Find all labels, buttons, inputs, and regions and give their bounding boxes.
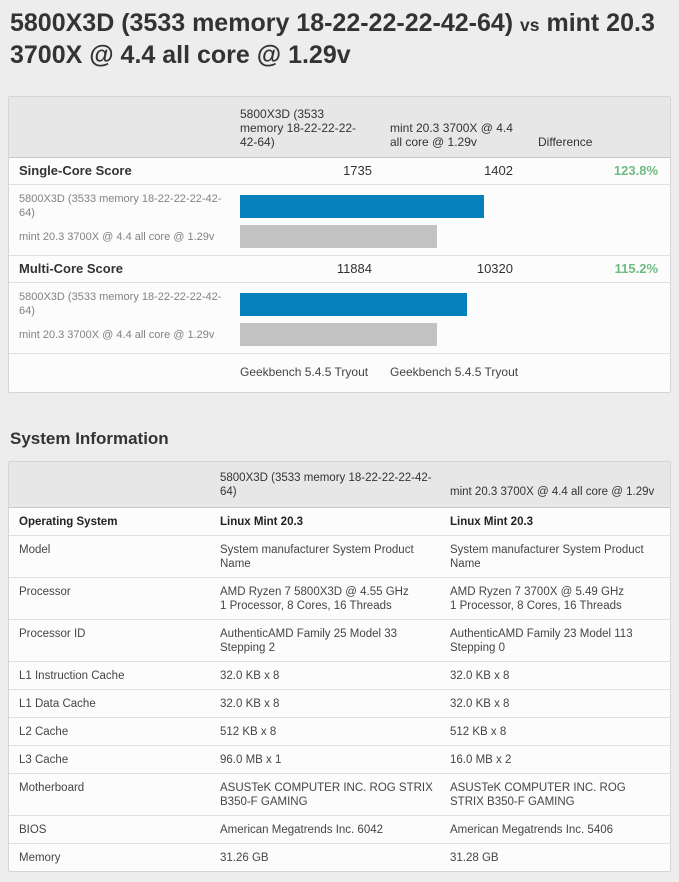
device2-column-header[interactable]: mint 20.3 3700X @ 4.4 all core @ 1.29v	[372, 97, 521, 158]
system-info-value-device2: 16.0 MB x 2	[450, 745, 670, 774]
system-info-value-device2: American Megatrends Inc. 5406	[450, 815, 670, 844]
system-info-label: BIOS	[9, 815, 220, 844]
system-info-label: Processor ID	[9, 619, 220, 662]
page-title-vs: vs	[520, 15, 540, 35]
system-info-label: L1 Data Cache	[9, 689, 220, 718]
system-info-row: Operating System Linux Mint 20.3 Linux Min…	[9, 508, 670, 536]
single-core-bar-row-device2: mint 20.3 3700X @ 4.4 all core @ 1.29v	[9, 225, 670, 248]
single-core-score-device2: 1402	[372, 157, 521, 185]
system-info-value-device2: AuthenticAMD Family 23 Model 113 Steppin…	[450, 619, 670, 662]
multi-core-score-device1: 11884	[240, 255, 372, 283]
multi-core-score-bar-device1	[240, 292, 467, 316]
system-info-value-device1: 32.0 KB x 8	[220, 661, 450, 690]
system-info-row: BIOS American Megatrends Inc. 6042 America…	[9, 815, 670, 844]
system-info-row: Motherboard ASUSTeK COMPUTER INC. ROG STR…	[9, 773, 670, 816]
system-info-value-device1: 96.0 MB x 1	[220, 745, 450, 774]
system-info-label: L2 Cache	[9, 717, 220, 746]
single-core-bar-chart-row: 5800X3D (3533 memory 18-22-22-22-42-64) …	[9, 184, 670, 256]
single-core-difference: 123.8%	[521, 157, 670, 185]
single-core-bar-row-device1: 5800X3D (3533 memory 18-22-22-22-42-64)	[9, 192, 670, 220]
bar-label-device1: 5800X3D (3533 memory 18-22-22-22-42-64)	[19, 193, 222, 219]
system-info-value-device2: 32.0 KB x 8	[450, 689, 670, 718]
system-info-row: L3 Cache 96.0 MB x 1 16.0 MB x 2	[9, 745, 670, 774]
device2-link[interactable]: mint 20.3 3700X @ 4.4 all core @ 1.29v	[450, 486, 655, 498]
system-information-heading: System Information	[10, 429, 169, 448]
system-info-value-device2: 31.28 GB	[450, 843, 670, 871]
multi-core-score-device2: 10320	[372, 255, 521, 283]
system-info-label: Memory	[9, 843, 220, 871]
system-info-label: Processor	[9, 577, 220, 620]
device2-column-header[interactable]: mint 20.3 3700X @ 4.4 all core @ 1.29v	[450, 462, 670, 508]
geekbench-version-row: Geekbench 5.4.5 Tryout Geekbench 5.4.5 T…	[9, 353, 670, 392]
system-information-table: 5800X3D (3533 memory 18-22-22-22-42-64) …	[9, 462, 670, 871]
multi-core-bar-row-device2: mint 20.3 3700X @ 4.4 all core @ 1.29v	[9, 323, 670, 346]
system-info-row: L1 Data Cache 32.0 KB x 8 32.0 KB x 8	[9, 689, 670, 718]
system-info-value-device2: 32.0 KB x 8	[450, 661, 670, 690]
multi-core-score-label: Multi-Core Score	[9, 255, 240, 283]
system-info-value-device1: 32.0 KB x 8	[220, 689, 450, 718]
geekbench-version-device2: Geekbench 5.4.5 Tryout	[372, 353, 521, 392]
system-info-value-device1: AuthenticAMD Family 25 Model 33 Stepping…	[220, 619, 450, 662]
system-info-label: Model	[9, 535, 220, 578]
system-info-row: Processor ID AuthenticAMD Family 25 Model…	[9, 619, 670, 662]
geekbench-version-device1: Geekbench 5.4.5 Tryout	[240, 353, 372, 392]
multi-core-difference: 115.2%	[521, 255, 670, 283]
device1-link[interactable]: 5800X3D (3533 memory 18-22-22-22-42-64)	[240, 107, 357, 149]
benchmark-header-empty	[9, 97, 240, 158]
device2-link[interactable]: mint 20.3 3700X @ 4.4 all core @ 1.29v	[390, 121, 513, 149]
device1-column-header[interactable]: 5800X3D (3533 memory 18-22-22-22-42-64)	[240, 97, 372, 158]
benchmark-comparison-panel: 5800X3D (3533 memory 18-22-22-22-42-64) …	[8, 96, 671, 393]
system-info-row: Memory 31.26 GB 31.28 GB	[9, 843, 670, 871]
system-info-row: Model System manufacturer System Product …	[9, 535, 670, 578]
system-information-panel: 5800X3D (3533 memory 18-22-22-22-42-64) …	[8, 461, 671, 872]
system-info-value-device1: Linux Mint 20.3	[220, 515, 304, 528]
system-info-row: L1 Instruction Cache 32.0 KB x 8 32.0 KB x…	[9, 661, 670, 690]
page-title-device1: 5800X3D (3533 memory 18-22-22-22-42-64)	[10, 9, 514, 37]
single-core-score-label: Single-Core Score	[9, 157, 240, 185]
device1-column-header[interactable]: 5800X3D (3533 memory 18-22-22-22-42-64)	[220, 462, 450, 508]
system-info-row: Processor AMD Ryzen 7 5800X3D @ 4.55 GHz …	[9, 577, 670, 620]
system-info-value-device1: American Megatrends Inc. 6042	[220, 815, 450, 844]
benchmark-comparison-table: 5800X3D (3533 memory 18-22-22-22-42-64) …	[9, 97, 670, 392]
system-info-value-device1: 512 KB x 8	[220, 717, 450, 746]
bar-label-device2: mint 20.3 3700X @ 4.4 all core @ 1.29v	[19, 230, 215, 243]
system-info-value-device1: AMD Ryzen 7 5800X3D @ 4.55 GHz 1 Process…	[220, 577, 450, 620]
system-info-header-row: 5800X3D (3533 memory 18-22-22-22-42-64) …	[9, 462, 670, 508]
system-info-value-device1: 31.26 GB	[220, 843, 450, 871]
multi-core-score-row: Multi-Core Score 11884 10320 115.2%	[9, 255, 670, 283]
multi-core-score-bar-device2	[240, 323, 437, 346]
system-info-value-device2: System manufacturer System Product Name	[450, 535, 670, 578]
benchmark-header-row: 5800X3D (3533 memory 18-22-22-22-42-64) …	[9, 97, 670, 158]
system-info-value-device1: System manufacturer System Product Name	[220, 535, 450, 578]
page-title-device2: mint 20.3 3700X @ 4.4 all core @ 1.29v	[10, 9, 655, 69]
system-info-label: L3 Cache	[9, 745, 220, 774]
difference-column-header: Difference	[521, 97, 670, 158]
multi-core-bar-row-device1: 5800X3D (3533 memory 18-22-22-22-42-64)	[9, 290, 670, 318]
system-info-label: L1 Instruction Cache	[9, 661, 220, 690]
system-info-value-device2: AMD Ryzen 7 3700X @ 5.49 GHz 1 Processor…	[450, 577, 670, 620]
system-info-label: Motherboard	[9, 773, 220, 816]
system-info-label: Operating System	[19, 515, 118, 528]
single-core-score-device1: 1735	[240, 157, 372, 185]
single-core-score-bar-device2	[240, 225, 437, 248]
bar-label-device1: 5800X3D (3533 memory 18-22-22-22-42-64)	[19, 291, 222, 317]
system-info-value-device1: ASUSTeK COMPUTER INC. ROG STRIX B350-F G…	[220, 773, 450, 816]
page-title: 5800X3D (3533 memory 18-22-22-22-42-64) …	[10, 8, 669, 70]
bar-label-device2: mint 20.3 3700X @ 4.4 all core @ 1.29v	[19, 328, 215, 341]
system-info-header-empty	[9, 462, 220, 508]
device1-link[interactable]: 5800X3D (3533 memory 18-22-22-22-42-64)	[220, 472, 432, 498]
single-core-score-row: Single-Core Score 1735 1402 123.8%	[9, 157, 670, 185]
single-core-score-bar-device1	[240, 194, 484, 218]
system-info-value-device2: ASUSTeK COMPUTER INC. ROG STRIX B350-F G…	[450, 773, 670, 816]
multi-core-bar-chart-row: 5800X3D (3533 memory 18-22-22-22-42-64) …	[9, 282, 670, 354]
system-info-value-device2: 512 KB x 8	[450, 717, 670, 746]
system-info-value-device2: Linux Mint 20.3	[450, 515, 534, 528]
system-info-row: L2 Cache 512 KB x 8 512 KB x 8	[9, 717, 670, 746]
